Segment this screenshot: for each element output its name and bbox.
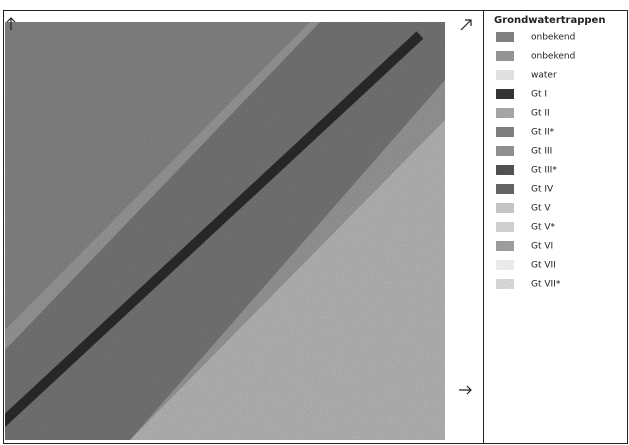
legend-label: Gt II bbox=[531, 109, 550, 119]
map[interactable] bbox=[0, 22, 445, 440]
legend-swatch bbox=[496, 184, 514, 194]
legend-label: Gt II* bbox=[531, 128, 555, 138]
legend-swatch bbox=[496, 165, 514, 175]
legend-swatch bbox=[496, 70, 514, 80]
legend-swatch bbox=[496, 51, 514, 61]
legend-label: Gt VI bbox=[531, 242, 553, 252]
legend-label: Gt V* bbox=[531, 223, 556, 233]
legend-label: Gt III bbox=[531, 147, 552, 157]
legend-label: Gt VII* bbox=[531, 280, 561, 290]
legend-label: onbekend bbox=[531, 52, 575, 62]
legend-swatch bbox=[496, 127, 514, 137]
legend-swatch bbox=[496, 203, 514, 213]
legend-label: Gt VII bbox=[531, 261, 556, 271]
map-viewer: Grondwatertrappen onbekend onbekend water G… bbox=[0, 0, 629, 445]
legend-label: Gt V bbox=[531, 204, 551, 214]
legend-swatch bbox=[496, 108, 514, 118]
legend-swatch bbox=[496, 279, 514, 289]
legend-swatch bbox=[496, 146, 514, 156]
legend-label: Gt I bbox=[531, 90, 547, 100]
legend-swatch bbox=[496, 222, 514, 232]
legend-swatch bbox=[496, 260, 514, 270]
legend-swatch bbox=[496, 32, 514, 42]
legend-title: Grondwatertrappen bbox=[494, 15, 605, 26]
legend-label: onbekend bbox=[531, 33, 575, 43]
legend-swatch bbox=[496, 241, 514, 251]
legend-label: Gt III* bbox=[531, 166, 557, 176]
legend-swatch bbox=[496, 89, 514, 99]
legend-label: Gt IV bbox=[531, 185, 554, 195]
legend-label: water bbox=[531, 71, 557, 81]
